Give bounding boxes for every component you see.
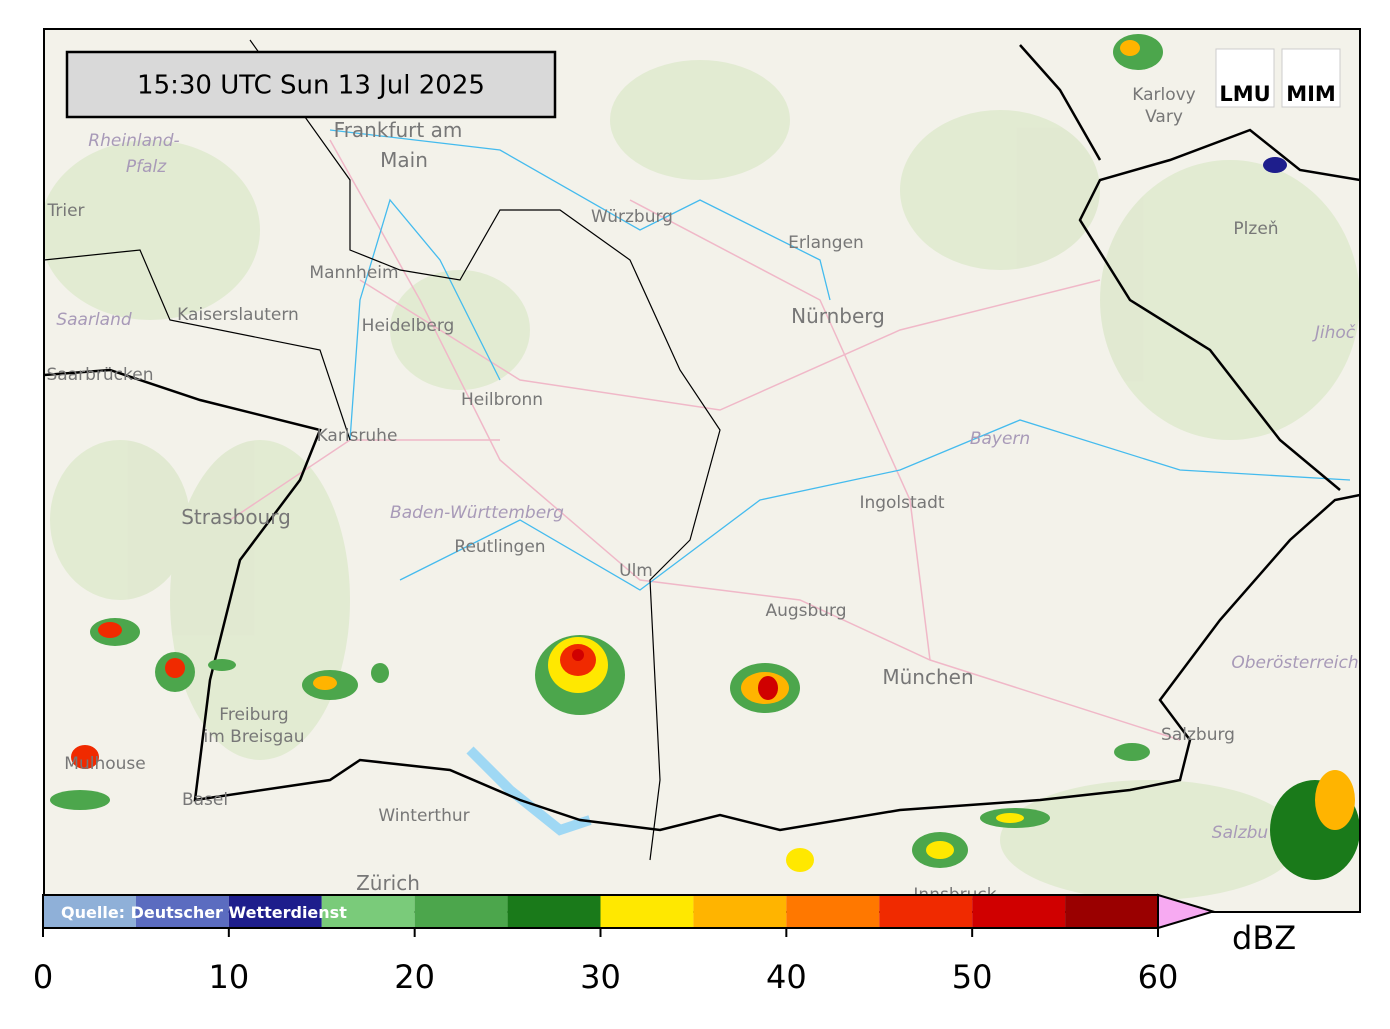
- place-label: Saarland: [56, 310, 132, 330]
- radar-cell: [1113, 34, 1163, 70]
- place-label: Trier: [46, 201, 84, 221]
- terrain: [44, 60, 1360, 900]
- logo-box: [1215, 48, 1275, 108]
- borders: [44, 44, 1360, 832]
- place-label: Pfalz: [126, 157, 167, 177]
- radar-cell: [90, 618, 140, 646]
- timestamp-box: [65, 50, 557, 119]
- place-label: Salzburg: [1161, 725, 1235, 745]
- place-label: Reutlingen: [454, 537, 545, 557]
- radar-echoes: [50, 34, 1360, 880]
- colorbar-segment: [600, 895, 694, 928]
- colorbar-source: Quelle: Deutscher Wetterdienst: [61, 903, 347, 922]
- place-label: Jihoč: [1312, 323, 1356, 343]
- place-label: Saarbrücken: [47, 365, 154, 385]
- colorbar-tick-label: 50: [952, 958, 993, 996]
- colorbar-segment: [786, 895, 880, 928]
- colorbar-tick-label: 10: [208, 958, 249, 996]
- radar-cell: [730, 663, 800, 713]
- logo-box: [1281, 48, 1341, 108]
- colorbar-segment: [321, 895, 415, 928]
- place-label: Mulhouse: [64, 754, 145, 774]
- place-label: Nürnberg: [791, 304, 885, 328]
- colorbar-segment: [1065, 895, 1158, 928]
- colorbar-tick-label: 20: [394, 958, 435, 996]
- place-label: Winterthur: [378, 806, 469, 826]
- place-label: Frankfurt am: [334, 118, 463, 142]
- colorbar-tick-label: 60: [1138, 958, 1179, 996]
- place-label: Plzeň: [1233, 219, 1278, 239]
- place-label: Salzbu: [1212, 823, 1269, 843]
- place-label: Rheinland-: [88, 131, 179, 151]
- place-label: Mannheim: [309, 263, 398, 283]
- timestamp: 15:30 UTC Sun 13 Jul 2025: [137, 71, 485, 101]
- colorbar-segment: [228, 895, 322, 928]
- place-label: Ingolstadt: [859, 493, 944, 513]
- place-label: Strasbourg: [181, 505, 291, 529]
- place-label: Augsburg: [765, 601, 846, 621]
- colorbar-segment: [43, 895, 136, 928]
- place-label: Heilbronn: [461, 390, 543, 410]
- radar-cell: [535, 635, 625, 715]
- colorbar-segment: [135, 895, 229, 928]
- colorbar-segment: [972, 895, 1066, 928]
- radar-cell: [302, 670, 358, 700]
- place-label: Zürich: [356, 871, 420, 895]
- radar-cell: [155, 652, 195, 692]
- logo-text: MIM: [1286, 82, 1336, 106]
- colorbar-segment: [507, 895, 601, 928]
- radar-cell: [50, 157, 1287, 872]
- place-label: Basel: [182, 790, 228, 810]
- place-label: Erlangen: [788, 233, 864, 253]
- rivers: [329, 129, 1351, 836]
- place-label: Vary: [1145, 107, 1183, 127]
- place-label: Kaiserslautern: [177, 305, 299, 325]
- roads: [229, 139, 1181, 741]
- radar-cell: [1270, 770, 1360, 880]
- colorbar-tick-label: 30: [580, 958, 621, 996]
- colorbar: Quelle: Deutscher Wetterdienst 0 10 20 30 40 5…: [33, 893, 1217, 996]
- colorbar-label: dBZ: [1232, 919, 1296, 957]
- logo-text: LMU: [1219, 82, 1270, 106]
- place-label: im Breisgau: [204, 727, 305, 747]
- place-label: Baden-Württemberg: [390, 503, 564, 523]
- place-label: Bayern: [970, 429, 1030, 449]
- place-label: Oberösterreich: [1231, 653, 1358, 673]
- place-label: Karlsruhe: [317, 426, 398, 446]
- place-label: Freiburg: [219, 705, 288, 725]
- radar-cell: [980, 808, 1050, 828]
- colorbar-segment: [879, 895, 973, 928]
- state-borders: [44, 39, 721, 861]
- colorbar-segment: [414, 895, 508, 928]
- place-label: Karlovy: [1132, 85, 1196, 105]
- radar-cell: [912, 832, 968, 868]
- place-label: Würzburg: [591, 207, 673, 227]
- colorbar-segment: [693, 895, 787, 928]
- place-label: München: [882, 665, 973, 689]
- colorbar-tick-label: 0: [33, 958, 53, 996]
- place-label: Heidelberg: [362, 316, 455, 336]
- place-label: Main: [380, 148, 428, 172]
- colorbar-tick-label: 40: [766, 958, 807, 996]
- place-label: Ulm: [619, 561, 653, 581]
- map: Rheinland- Pfalz Trier Frankfurt am Main…: [44, 29, 1360, 912]
